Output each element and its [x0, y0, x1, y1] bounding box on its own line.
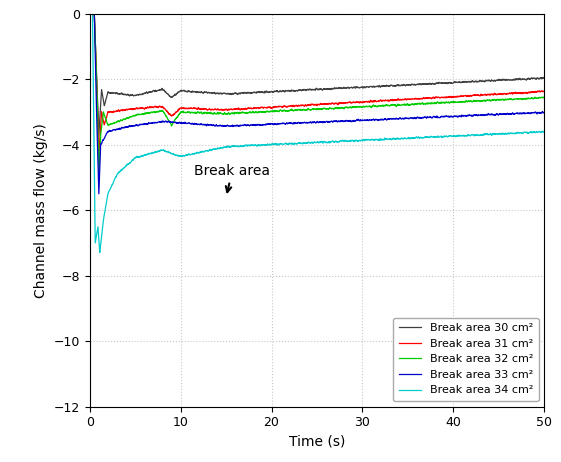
Break area 30 cm²: [139, 91, 145, 97]
Break area 30 cm²: [95, 132, 102, 138]
Break area 34 cm²: [280, 141, 287, 147]
Break area 30 cm²: [165, 92, 172, 97]
Break area 32 cm²: [532, 95, 539, 100]
Break area 32 cm²: [95, 171, 102, 176]
Break area 34 cm²: [86, 11, 93, 17]
Line: Break area 34 cm²: Break area 34 cm²: [90, 14, 544, 253]
Break area 31 cm²: [541, 89, 548, 95]
Break area 30 cm²: [483, 78, 490, 83]
Break area 34 cm²: [541, 129, 548, 135]
Break area 32 cm²: [261, 109, 268, 115]
Break area 33 cm²: [483, 112, 490, 117]
Break area 33 cm²: [86, 11, 93, 17]
X-axis label: Time (s): Time (s): [289, 435, 345, 449]
Break area 30 cm²: [541, 75, 548, 81]
Break area 30 cm²: [86, 11, 93, 17]
Line: Break area 30 cm²: Break area 30 cm²: [90, 14, 544, 135]
Break area 31 cm²: [95, 152, 102, 158]
Break area 34 cm²: [165, 150, 172, 155]
Break area 31 cm²: [532, 89, 539, 95]
Break area 31 cm²: [165, 111, 172, 116]
Break area 32 cm²: [86, 11, 93, 17]
Break area 33 cm²: [541, 110, 548, 116]
Break area 30 cm²: [261, 90, 268, 96]
Break area 33 cm²: [165, 118, 172, 124]
Break area 31 cm²: [86, 11, 93, 17]
Break area 32 cm²: [483, 97, 490, 103]
Break area 33 cm²: [139, 122, 145, 127]
Break area 34 cm²: [261, 142, 268, 147]
Break area 33 cm²: [532, 109, 539, 115]
Break area 31 cm²: [483, 92, 490, 97]
Break area 33 cm²: [261, 122, 268, 128]
Break area 32 cm²: [280, 108, 287, 113]
Break area 32 cm²: [165, 118, 172, 123]
Break area 31 cm²: [139, 105, 145, 111]
Legend: Break area 30 cm², Break area 31 cm², Break area 32 cm², Break area 33 cm², Brea: Break area 30 cm², Break area 31 cm², Br…: [393, 318, 539, 401]
Line: Break area 32 cm²: Break area 32 cm²: [90, 14, 544, 174]
Break area 34 cm²: [532, 130, 539, 135]
Break area 34 cm²: [483, 131, 490, 137]
Break area 33 cm²: [95, 191, 102, 196]
Break area 31 cm²: [280, 103, 287, 109]
Break area 32 cm²: [541, 95, 548, 100]
Break area 32 cm²: [139, 111, 145, 117]
Y-axis label: Channel mass flow (kg/s): Channel mass flow (kg/s): [34, 123, 48, 298]
Line: Break area 33 cm²: Break area 33 cm²: [90, 14, 544, 194]
Break area 34 cm²: [139, 153, 145, 159]
Break area 34 cm²: [96, 250, 103, 255]
Line: Break area 31 cm²: Break area 31 cm²: [90, 14, 544, 155]
Break area 30 cm²: [280, 88, 287, 94]
Text: Break area: Break area: [194, 164, 270, 192]
Break area 30 cm²: [532, 76, 539, 81]
Break area 31 cm²: [261, 105, 268, 110]
Break area 33 cm²: [280, 121, 287, 126]
